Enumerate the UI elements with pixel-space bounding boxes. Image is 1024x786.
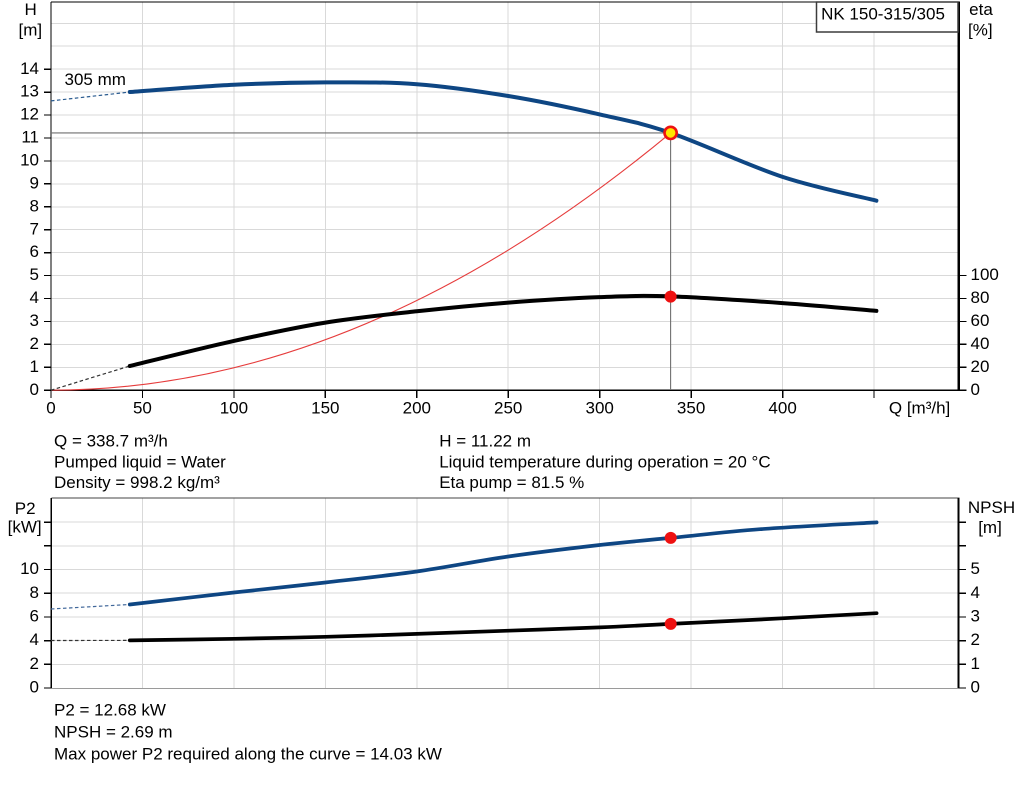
svg-text:8: 8 <box>30 583 39 602</box>
svg-text:11: 11 <box>21 128 39 147</box>
svg-text:10: 10 <box>20 151 39 170</box>
svg-text:250: 250 <box>494 398 522 417</box>
svg-text:0: 0 <box>971 678 980 697</box>
svg-text:3: 3 <box>30 311 39 330</box>
svg-text:4: 4 <box>30 288 39 307</box>
svg-text:2: 2 <box>30 334 39 353</box>
svg-text:1: 1 <box>30 357 39 376</box>
svg-text:0: 0 <box>30 380 39 399</box>
svg-text:9: 9 <box>30 173 39 192</box>
svg-text:H = 11.22 m: H = 11.22 m <box>439 431 531 450</box>
svg-text:NK 150-315/305: NK 150-315/305 <box>821 4 945 23</box>
svg-text:6: 6 <box>30 607 39 626</box>
svg-text:0: 0 <box>46 398 55 417</box>
svg-text:[m]: [m] <box>18 20 42 39</box>
svg-text:1: 1 <box>971 654 980 673</box>
svg-text:20: 20 <box>971 357 990 376</box>
svg-text:14: 14 <box>20 59 39 78</box>
svg-text:[kW]: [kW] <box>8 518 42 537</box>
svg-text:P2: P2 <box>15 499 36 518</box>
svg-text:0: 0 <box>971 380 980 399</box>
svg-text:4: 4 <box>30 630 39 649</box>
svg-text:305 mm: 305 mm <box>65 70 126 89</box>
svg-text:4: 4 <box>971 583 980 602</box>
svg-text:Pumped liquid = Water: Pumped liquid = Water <box>54 452 226 471</box>
svg-text:100: 100 <box>220 398 248 417</box>
svg-text:5: 5 <box>30 265 39 284</box>
svg-text:2: 2 <box>971 630 980 649</box>
svg-text:P2 = 12.68 kW: P2 = 12.68 kW <box>54 700 166 719</box>
svg-text:7: 7 <box>30 219 39 238</box>
svg-text:5: 5 <box>971 559 980 578</box>
svg-text:60: 60 <box>971 311 990 330</box>
svg-text:Q = 338.7 m³/h: Q = 338.7 m³/h <box>54 431 168 450</box>
svg-text:Q [m³/h]: Q [m³/h] <box>889 398 950 417</box>
svg-text:100: 100 <box>971 265 999 284</box>
svg-text:Eta pump = 81.5 %: Eta pump = 81.5 % <box>439 473 584 492</box>
svg-text:150: 150 <box>311 398 339 417</box>
svg-text:NPSH: NPSH <box>968 498 1015 517</box>
svg-text:H: H <box>25 0 37 19</box>
svg-text:6: 6 <box>30 242 39 261</box>
svg-text:Liquid temperature during oper: Liquid temperature during operation = 20… <box>439 452 770 471</box>
svg-text:200: 200 <box>403 398 431 417</box>
svg-text:12: 12 <box>20 105 39 124</box>
svg-text:40: 40 <box>971 334 990 353</box>
svg-text:50: 50 <box>133 398 152 417</box>
svg-text:80: 80 <box>971 288 990 307</box>
svg-text:[m]: [m] <box>978 518 1002 537</box>
svg-text:3: 3 <box>971 607 980 626</box>
svg-text:350: 350 <box>677 398 705 417</box>
svg-text:Density = 998.2 kg/m³: Density = 998.2 kg/m³ <box>54 473 220 492</box>
svg-text:[%]: [%] <box>968 20 993 39</box>
svg-text:10: 10 <box>20 559 39 578</box>
svg-text:0: 0 <box>30 678 39 697</box>
svg-text:13: 13 <box>20 82 39 101</box>
svg-text:NPSH = 2.69 m: NPSH = 2.69 m <box>54 722 173 741</box>
svg-text:2: 2 <box>30 654 39 673</box>
svg-text:eta: eta <box>969 0 993 19</box>
svg-text:300: 300 <box>586 398 614 417</box>
svg-text:Max power P2 required along th: Max power P2 required along the curve = … <box>54 745 442 764</box>
svg-text:8: 8 <box>30 196 39 215</box>
svg-text:400: 400 <box>768 398 796 417</box>
